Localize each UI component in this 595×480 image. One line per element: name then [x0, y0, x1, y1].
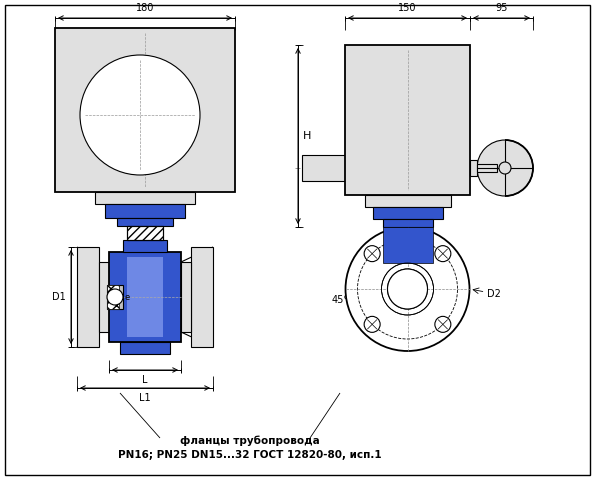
Bar	[383, 219, 433, 227]
Bar	[55, 28, 235, 192]
Bar	[99, 262, 109, 332]
Bar	[127, 226, 163, 240]
Circle shape	[387, 269, 427, 309]
Circle shape	[80, 55, 200, 175]
Text: 4отв. d: 4отв. d	[356, 275, 389, 284]
Text: 95: 95	[495, 3, 508, 13]
Bar	[345, 45, 470, 195]
Bar	[127, 257, 163, 337]
Text: L1: L1	[139, 393, 151, 403]
Text: PN16; PN25 DN15...32 ГОСТ 12820-80, исп.1: PN16; PN25 DN15...32 ГОСТ 12820-80, исп.…	[118, 450, 382, 460]
Bar	[109, 252, 181, 342]
Bar	[302, 155, 345, 181]
Text: D1: D1	[52, 292, 66, 302]
Text: D2: D2	[487, 289, 502, 299]
Text: фланцы трубопровода: фланцы трубопровода	[180, 435, 320, 445]
Text: 150: 150	[398, 3, 416, 13]
Bar	[95, 192, 195, 204]
Circle shape	[499, 162, 511, 174]
Bar	[123, 240, 167, 252]
Circle shape	[435, 316, 451, 332]
Text: H: H	[303, 131, 311, 141]
Bar	[105, 204, 185, 218]
Bar	[77, 247, 99, 347]
Text: 180: 180	[136, 3, 154, 13]
Circle shape	[387, 269, 427, 309]
Bar	[120, 342, 170, 354]
Bar	[191, 247, 213, 347]
Bar	[107, 285, 123, 309]
Circle shape	[364, 246, 380, 262]
Circle shape	[435, 246, 451, 262]
Bar	[477, 164, 497, 172]
Text: L: L	[142, 375, 148, 385]
Circle shape	[346, 227, 469, 351]
Bar	[107, 285, 119, 309]
Bar	[365, 195, 450, 207]
Circle shape	[364, 316, 380, 332]
Bar	[470, 160, 477, 176]
Bar	[372, 207, 443, 219]
Bar	[117, 218, 173, 226]
Bar	[181, 262, 191, 332]
Circle shape	[477, 140, 533, 196]
Bar	[383, 227, 433, 263]
Text: e: e	[124, 293, 130, 302]
Bar	[127, 226, 163, 240]
Text: 45°: 45°	[331, 295, 349, 305]
Circle shape	[107, 289, 123, 305]
Text: DN: DN	[390, 331, 405, 341]
